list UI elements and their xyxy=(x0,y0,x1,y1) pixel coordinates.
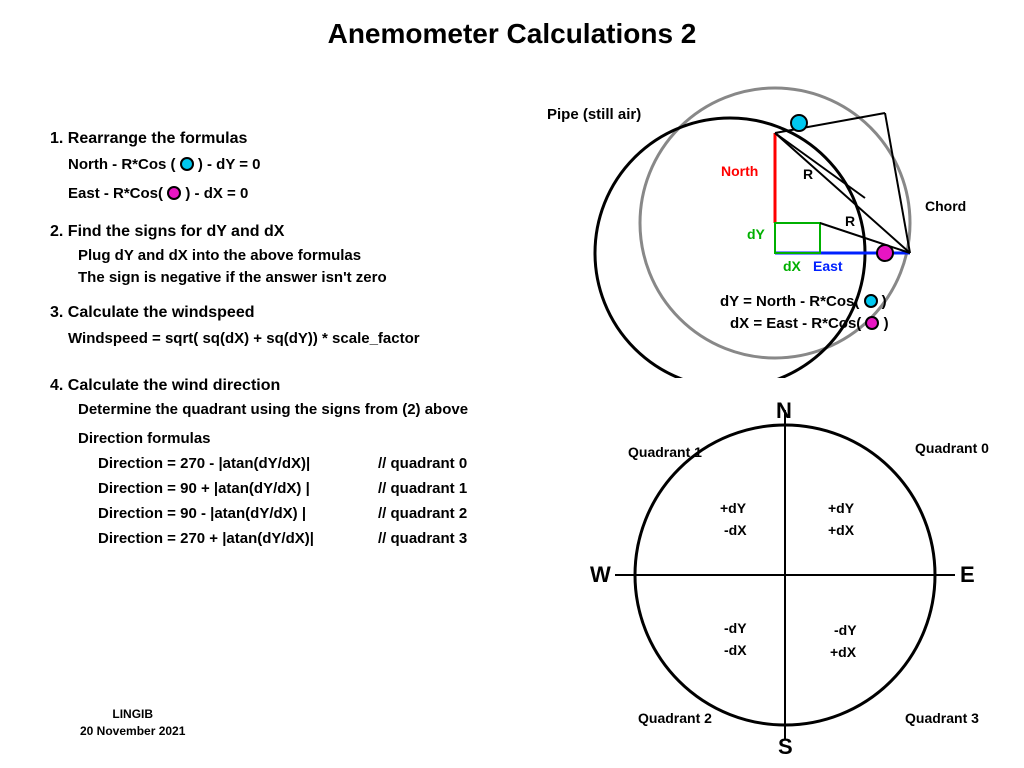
displaced-circle xyxy=(595,118,865,378)
direction-formula: Direction = 270 - |atan(dY/dX)| xyxy=(98,455,378,472)
q3-signs-dx: +dX xyxy=(830,644,856,660)
magenta-dot-icon xyxy=(167,186,181,200)
pipe-diagram: Pipe (still air) North East Chord R R dY… xyxy=(555,78,1015,378)
q2-signs-dx: -dX xyxy=(724,642,747,658)
direction-comment: // quadrant 0 xyxy=(378,455,467,472)
steps-column: 1. Rearrange the formulas North - R*Cos … xyxy=(50,130,590,547)
step1-head: 1. Rearrange the formulas xyxy=(50,130,590,148)
quadrant-diagram: N S E W Quadrant 1 Quadrant 0 Quadrant 2… xyxy=(590,400,990,760)
pipe-diagram-svg xyxy=(555,78,1015,378)
quadrant1-label: Quadrant 1 xyxy=(628,444,702,460)
chord-label: Chord xyxy=(925,198,966,214)
dy-label: dY xyxy=(747,226,765,242)
formula-text: dX = East - R*Cos( xyxy=(730,315,861,332)
step2-line2: The sign is negative if the answer isn't… xyxy=(78,269,590,286)
quadrant3-label: Quadrant 3 xyxy=(905,710,979,726)
dx-label: dX xyxy=(783,258,801,274)
step4-line2: Direction formulas xyxy=(78,430,590,447)
q1-signs-dx: -dX xyxy=(724,522,747,538)
r-label: R xyxy=(803,166,813,182)
step2-line1: Plug dY and dX into the above formulas xyxy=(78,247,590,264)
direction-q2: Direction = 90 - |atan(dY/dX) | // quadr… xyxy=(98,505,590,522)
dxdy-rect xyxy=(775,223,820,253)
formula-text: ) xyxy=(882,293,887,310)
direction-q0: Direction = 270 - |atan(dY/dX)| // quadr… xyxy=(98,455,590,472)
footer-author: LINGIB xyxy=(80,706,185,723)
q1-signs-dy: +dY xyxy=(720,500,746,516)
formula-text: ) xyxy=(884,315,889,332)
page-title: Anemometer Calculations 2 xyxy=(0,18,1024,50)
cyan-dot-icon xyxy=(864,294,878,308)
cyan-dot-icon xyxy=(180,157,194,171)
direction-comment: // quadrant 1 xyxy=(378,480,467,497)
step3-formula: Windspeed = sqrt( sq(dX) + sq(dY)) * sca… xyxy=(68,328,590,351)
q2-signs-dy: -dY xyxy=(724,620,747,636)
step2-head: 2. Find the signs for dY and dX xyxy=(50,223,590,241)
direction-comment: // quadrant 2 xyxy=(378,505,467,522)
q0-signs-dy: +dY xyxy=(828,500,854,516)
compass-n: N xyxy=(776,398,792,424)
formula-text: dY = North - R*Cos( xyxy=(720,293,859,310)
compass-e: E xyxy=(960,562,975,588)
step4-head: 4. Calculate the wind direction xyxy=(50,377,590,395)
right-edge-line xyxy=(885,113,910,253)
north-label: North xyxy=(721,163,758,179)
formula-text: East - R*Cos( xyxy=(68,185,163,202)
compass-s: S xyxy=(778,734,793,760)
direction-q3: Direction = 270 + |atan(dY/dX)| // quadr… xyxy=(98,530,590,547)
quadrant0-label: Quadrant 0 xyxy=(915,440,989,456)
dy-equation: dY = North - R*Cos( ) xyxy=(720,293,887,310)
step1-formula-east: East - R*Cos( ) - dX = 0 xyxy=(68,183,590,206)
dx-equation: dX = East - R*Cos( ) xyxy=(730,315,889,332)
magenta-dot-icon xyxy=(877,245,893,261)
pipe-label: Pipe (still air) xyxy=(547,106,641,123)
cyan-dot-icon xyxy=(791,115,807,131)
formula-text: ) - dY = 0 xyxy=(198,156,261,173)
step4-line1: Determine the quadrant using the signs f… xyxy=(78,401,590,418)
compass-w: W xyxy=(590,562,611,588)
magenta-dot-icon xyxy=(865,316,879,330)
q3-signs-dy: -dY xyxy=(834,622,857,638)
step3-head: 3. Calculate the windspeed xyxy=(50,304,590,322)
formula-text: ) - dX = 0 xyxy=(185,185,248,202)
formula-text: North - R*Cos ( xyxy=(68,156,176,173)
direction-q1: Direction = 90 + |atan(dY/dX) | // quadr… xyxy=(98,480,590,497)
footer-credit: LINGIB 20 November 2021 xyxy=(80,706,185,740)
direction-formula: Direction = 270 + |atan(dY/dX)| xyxy=(98,530,378,547)
r-label: R xyxy=(845,213,855,229)
direction-comment: // quadrant 3 xyxy=(378,530,467,547)
direction-formula: Direction = 90 - |atan(dY/dX) | xyxy=(98,505,378,522)
r-line xyxy=(775,133,865,198)
quadrant2-label: Quadrant 2 xyxy=(638,710,712,726)
direction-formula: Direction = 90 + |atan(dY/dX) | xyxy=(98,480,378,497)
footer-date: 20 November 2021 xyxy=(80,723,185,740)
q0-signs-dx: +dX xyxy=(828,522,854,538)
east-label: East xyxy=(813,258,843,274)
step1-formula-north: North - R*Cos ( ) - dY = 0 xyxy=(68,154,590,177)
